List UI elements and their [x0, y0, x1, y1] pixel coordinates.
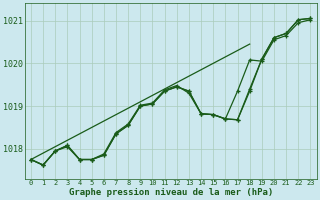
X-axis label: Graphe pression niveau de la mer (hPa): Graphe pression niveau de la mer (hPa) [68, 188, 273, 197]
